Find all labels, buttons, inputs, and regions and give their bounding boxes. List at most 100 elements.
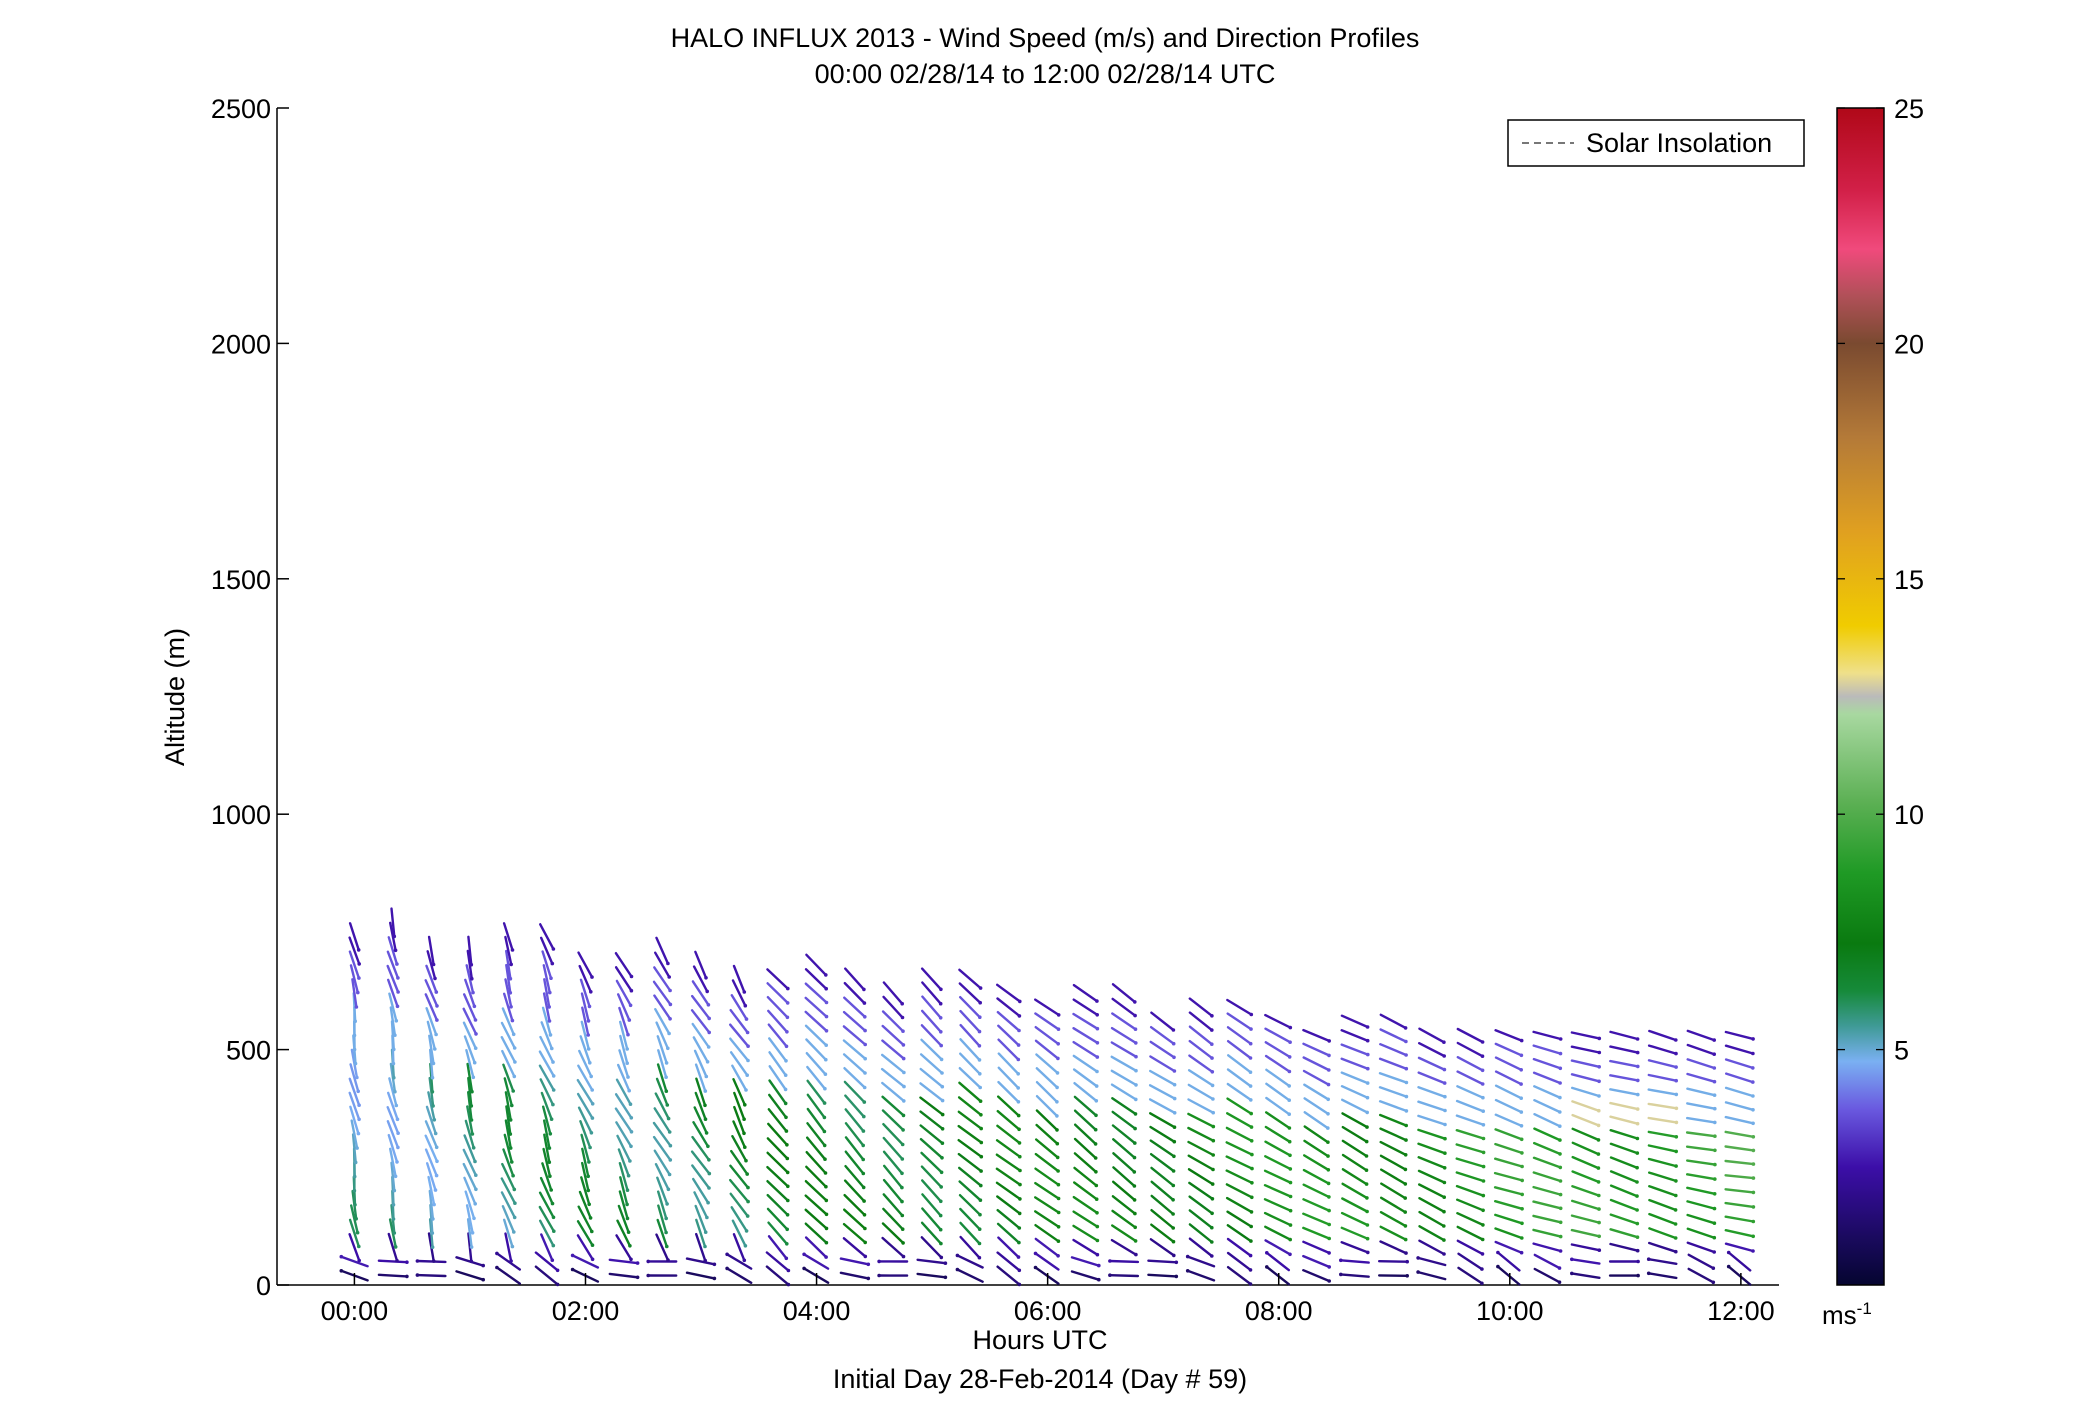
wind-barb <box>731 979 748 1008</box>
wind-barb <box>1609 1228 1640 1239</box>
wind-barb <box>1034 1237 1060 1258</box>
wind-barb <box>959 996 982 1019</box>
wind-barb <box>1110 1238 1138 1257</box>
wind-barb <box>1686 1186 1717 1196</box>
wind-barb <box>1724 1159 1756 1166</box>
wind-barb <box>654 1092 671 1121</box>
wind-barb <box>765 1265 791 1287</box>
wind-barb <box>1379 1028 1408 1044</box>
wind-barb <box>538 1191 556 1220</box>
wind-barb <box>1571 1184 1601 1198</box>
wind-barb <box>570 1253 600 1269</box>
y-axis-ticks: 0 500 1000 1500 2000 2500 <box>211 94 289 1301</box>
wind-barb <box>350 1119 359 1150</box>
wind-barb <box>388 1077 399 1108</box>
wind-barb <box>996 1222 1021 1245</box>
wind-barb <box>541 950 553 980</box>
x-axis-label: Hours UTC <box>972 1325 1107 1355</box>
wind-barb <box>615 1078 633 1106</box>
wind-barb <box>882 1207 905 1231</box>
wind-barb <box>1609 1198 1639 1212</box>
wind-barb <box>578 1049 593 1079</box>
wind-barb <box>1418 1225 1446 1242</box>
wind-barb <box>997 1236 1021 1259</box>
wind-barb <box>539 1176 555 1206</box>
wind-barb <box>882 1136 905 1161</box>
wind-barb <box>1380 1182 1407 1200</box>
wind-barb <box>504 978 513 1009</box>
wind-barb <box>767 1122 789 1147</box>
wind-barb <box>1379 1042 1408 1057</box>
wind-barb <box>501 1162 517 1192</box>
wind-barb <box>1226 1026 1253 1046</box>
wind-barb <box>997 1052 1020 1076</box>
wind-barb <box>1111 1209 1137 1230</box>
wind-barb <box>1416 1256 1447 1267</box>
wind-barb <box>1724 1058 1755 1070</box>
wind-barb <box>919 1137 944 1160</box>
wind-barb <box>1379 1127 1408 1142</box>
wind-barb <box>996 1208 1022 1230</box>
wind-barb <box>844 1094 866 1119</box>
wind-barb <box>882 981 904 1006</box>
wind-barb <box>804 1208 829 1231</box>
wind-barb <box>654 951 671 979</box>
wind-barb <box>842 1237 868 1259</box>
wind-barb <box>1263 1169 1293 1185</box>
wind-barb <box>462 1021 478 1050</box>
wind-barb <box>1724 1072 1755 1084</box>
wind-barb <box>1226 1082 1253 1102</box>
wind-barb <box>465 964 475 995</box>
wind-barb <box>1455 1157 1486 1169</box>
wind-barb <box>1073 1152 1098 1174</box>
wind-barb <box>462 1162 478 1192</box>
wind-barb <box>465 1204 475 1235</box>
wind-barb <box>580 1020 591 1051</box>
wind-barb <box>877 1259 909 1264</box>
wind-barb <box>541 1162 553 1192</box>
wind-barb <box>415 1273 447 1278</box>
wind-barb <box>1418 1196 1446 1214</box>
wind-barb <box>652 1135 673 1162</box>
wind-barb <box>1685 1173 1717 1181</box>
wind-barb <box>1647 1171 1678 1183</box>
wind-barb <box>424 1148 439 1178</box>
wind-barb <box>843 1080 867 1104</box>
wind-barb <box>1264 1054 1292 1074</box>
wind-barb <box>767 1108 789 1133</box>
wind-barb <box>465 1048 476 1080</box>
wind-barb <box>1724 1130 1756 1139</box>
wind-barb <box>1070 1270 1101 1282</box>
wind-barb <box>920 1151 944 1175</box>
wind-barb <box>731 1219 748 1248</box>
wind-barb <box>1686 1213 1717 1225</box>
wind-barb <box>1110 1041 1138 1059</box>
wind-barb <box>1111 997 1137 1018</box>
wind-barb <box>1533 1253 1562 1270</box>
wind-barb <box>426 1162 438 1192</box>
wind-barb <box>1187 1069 1215 1088</box>
wind-barb <box>1110 1055 1138 1073</box>
wind-barb <box>578 964 593 994</box>
wind-barb <box>1302 1168 1331 1186</box>
wind-barb <box>608 1272 640 1280</box>
wind-barb <box>957 1152 983 1173</box>
wind-barb <box>766 996 790 1020</box>
wind-barb <box>1339 1258 1370 1264</box>
wind-barb <box>1456 1211 1485 1227</box>
wind-barb <box>1265 1082 1291 1102</box>
wind-barb <box>1379 1154 1408 1172</box>
wind-barb <box>765 1251 791 1273</box>
colorbar-ticks: 5 10 15 20 25 <box>1837 94 1924 1066</box>
wind-barb <box>692 965 709 994</box>
wind-barb <box>881 1109 905 1132</box>
x-tick-label: 02:00 <box>552 1296 620 1326</box>
colorbar-tick-label: 5 <box>1894 1036 1909 1066</box>
wind-barb <box>1417 1041 1446 1058</box>
wind-barb <box>1686 1029 1716 1042</box>
wind-barb <box>1494 1084 1523 1100</box>
wind-barb <box>387 978 400 1009</box>
wind-barb <box>1609 1156 1639 1170</box>
wind-barb <box>538 1064 556 1092</box>
wind-barb <box>957 1096 983 1117</box>
